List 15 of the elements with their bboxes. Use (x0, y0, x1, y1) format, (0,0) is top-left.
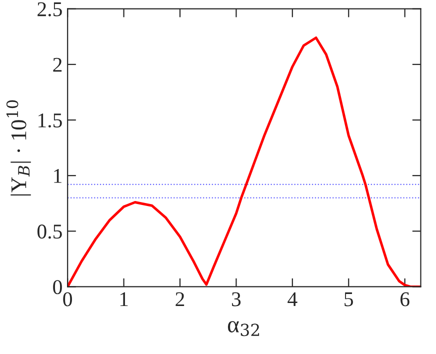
y-tick-label: 1.5 (38, 113, 62, 128)
x-tick-label: 6 (400, 292, 410, 306)
x-tick-label: 2 (176, 292, 184, 306)
x-tick-label: 5 (344, 292, 354, 306)
x-tick-label: 1 (120, 292, 128, 306)
x-tick-label: 4 (288, 292, 298, 306)
x-axis-title: α$_{32}$ (228, 321, 260, 336)
y-tick-label: 0 (53, 280, 62, 294)
x-tick-label: 3 (232, 292, 241, 306)
x-tick-label: 0 (63, 292, 72, 306)
y-tick-label: 2 (53, 58, 62, 72)
y-tick-label: 0.5 (37, 224, 62, 239)
y-tick-label: 2.5 (38, 2, 62, 16)
y-axis-title: |Y$_{B}$| · 10$^{10}$ (6, 100, 31, 196)
y-tick-label: 1 (54, 169, 62, 183)
